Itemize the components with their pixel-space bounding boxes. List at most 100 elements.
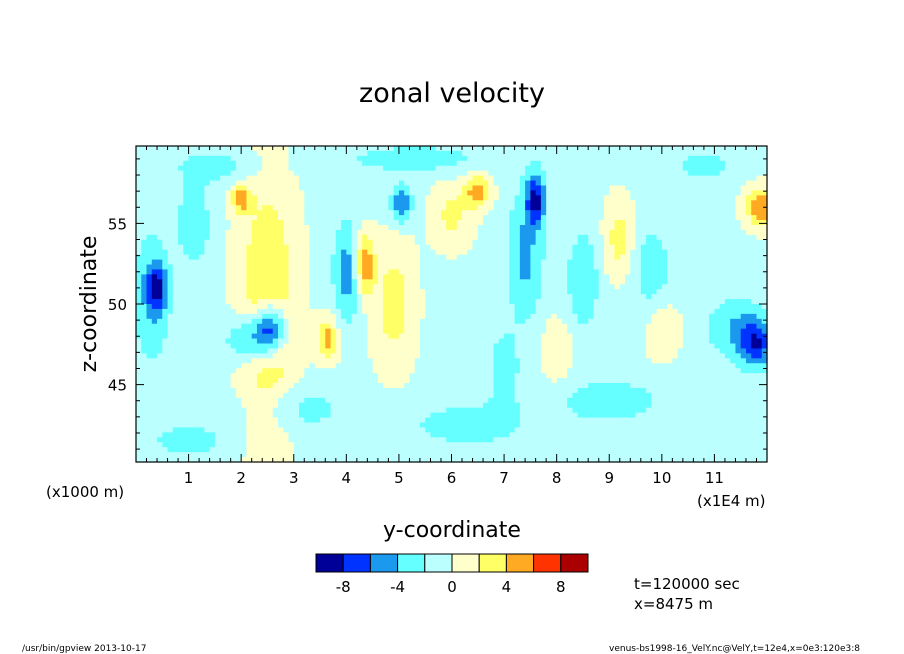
heatmap-cell xyxy=(535,269,542,275)
heatmap-cell xyxy=(456,269,463,275)
heatmap-cell xyxy=(477,215,484,221)
heatmap-cell xyxy=(230,205,237,211)
heatmap-cell xyxy=(530,304,537,310)
heatmap-cell xyxy=(372,234,379,241)
heatmap-cell xyxy=(235,210,242,216)
heatmap-cell xyxy=(256,146,263,152)
heatmap-cell xyxy=(525,185,531,192)
heatmap-cell xyxy=(220,299,226,305)
heatmap-cell xyxy=(703,318,710,325)
heatmap-cell xyxy=(435,343,442,350)
heatmap-cell xyxy=(582,180,589,187)
heatmap-cell xyxy=(672,165,679,172)
heatmap-cell xyxy=(667,244,673,251)
heatmap-cell xyxy=(603,220,610,226)
heatmap-cell xyxy=(404,343,411,350)
heatmap-cell xyxy=(246,254,253,261)
heatmap-cell xyxy=(430,185,437,192)
heatmap-cell xyxy=(567,259,574,266)
heatmap-cell xyxy=(483,294,489,300)
heatmap-cell xyxy=(293,229,300,236)
heatmap-cell xyxy=(293,195,300,201)
heatmap-cell xyxy=(462,294,468,300)
heatmap-cell xyxy=(309,170,316,177)
heatmap-cell xyxy=(588,338,595,345)
heatmap-cell xyxy=(745,190,752,196)
heatmap-cell xyxy=(377,160,384,167)
heatmap-cell xyxy=(309,304,316,310)
heatmap-cell xyxy=(325,244,332,251)
heatmap-cell xyxy=(346,313,353,320)
heatmap-cell xyxy=(719,146,726,152)
heatmap-cell xyxy=(540,150,547,157)
heatmap-cell xyxy=(477,269,484,275)
heatmap-cell xyxy=(346,146,353,152)
heatmap-cell xyxy=(709,269,716,275)
heatmap-cell xyxy=(262,333,269,340)
heatmap-cell xyxy=(730,165,737,172)
heatmap-cell xyxy=(719,328,726,335)
heatmap-cell xyxy=(440,229,447,236)
heatmap-cell xyxy=(625,160,631,167)
heatmap-cell xyxy=(693,328,700,335)
heatmap-cell xyxy=(477,274,484,280)
heatmap-cell xyxy=(577,318,584,325)
heatmap-cell xyxy=(372,279,379,285)
heatmap-cell xyxy=(661,299,668,305)
heatmap-cell xyxy=(172,210,179,216)
heatmap-cell xyxy=(320,220,326,226)
heatmap-cell xyxy=(435,274,442,280)
heatmap-cell xyxy=(493,200,500,206)
heatmap-cell xyxy=(425,205,432,211)
heatmap-cell xyxy=(419,185,426,192)
heatmap-cell xyxy=(209,205,216,211)
heatmap-cell xyxy=(167,239,174,246)
heatmap-cell xyxy=(630,170,637,177)
heatmap-cell xyxy=(567,185,574,192)
heatmap-cell xyxy=(167,308,174,315)
heatmap-cell xyxy=(751,234,758,241)
heatmap-cell xyxy=(383,279,389,285)
heatmap-cell xyxy=(367,269,374,275)
heatmap-cell xyxy=(167,225,174,231)
heatmap-cell xyxy=(714,254,721,261)
heatmap-cell xyxy=(309,229,316,236)
heatmap-cell xyxy=(572,180,579,187)
heatmap-cell xyxy=(551,318,558,325)
heatmap-cell xyxy=(651,254,658,261)
heatmap-cell xyxy=(251,175,258,182)
heatmap-cell xyxy=(256,234,263,241)
heatmap-cell xyxy=(745,289,752,295)
heatmap-cell xyxy=(667,249,673,256)
heatmap-cell xyxy=(299,274,305,280)
heatmap-cell xyxy=(477,348,484,354)
heatmap-cell xyxy=(283,180,290,187)
heatmap-cell xyxy=(593,205,600,211)
heatmap-cell xyxy=(698,249,705,256)
heatmap-cell xyxy=(225,175,232,182)
heatmap-cell xyxy=(309,210,316,216)
heatmap-cell xyxy=(598,175,605,182)
heatmap-cell xyxy=(398,274,405,280)
heatmap-cell xyxy=(299,244,305,251)
heatmap-cell xyxy=(377,180,384,187)
heatmap-cell xyxy=(430,348,437,354)
heatmap-cell xyxy=(346,294,353,300)
heatmap-cell xyxy=(204,264,211,271)
heatmap-cell xyxy=(398,279,405,285)
heatmap-cell xyxy=(293,205,300,211)
heatmap-cell xyxy=(472,299,479,305)
heatmap-cell xyxy=(509,185,516,192)
heatmap-cell xyxy=(561,264,568,271)
heatmap-cell xyxy=(656,274,663,280)
heatmap-cell xyxy=(320,348,326,354)
heatmap-cell xyxy=(446,146,453,152)
heatmap-cell xyxy=(320,338,326,345)
heatmap-cell xyxy=(614,249,621,256)
heatmap-cell xyxy=(277,190,284,196)
heatmap-cell xyxy=(388,348,395,354)
heatmap-cell xyxy=(398,249,405,256)
heatmap-cell xyxy=(735,210,742,216)
heatmap-cell xyxy=(320,304,326,310)
heatmap-cell xyxy=(309,308,316,315)
